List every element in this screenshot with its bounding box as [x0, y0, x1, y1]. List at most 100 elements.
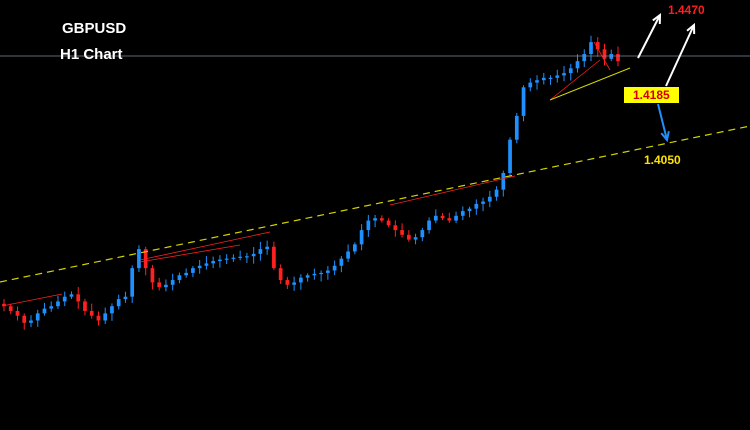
candle	[508, 137, 512, 176]
candle	[62, 291, 67, 307]
candle	[555, 69, 560, 83]
candle-body	[555, 75, 560, 78]
candle	[400, 223, 404, 238]
symbol-title: GBPUSD	[62, 20, 127, 37]
candle-body	[8, 306, 13, 311]
candle	[406, 230, 411, 242]
candle-body	[110, 306, 114, 314]
candle	[379, 215, 384, 223]
candle-body	[312, 273, 317, 276]
candle-body	[420, 230, 425, 238]
candle-body	[454, 215, 458, 221]
candle-body	[460, 211, 465, 216]
candle	[609, 49, 614, 62]
candle-body	[481, 201, 485, 204]
candle	[211, 256, 216, 269]
candle-body	[164, 284, 168, 288]
candle	[56, 295, 60, 310]
candle-body	[568, 68, 573, 74]
candle-body	[49, 306, 54, 309]
arrow-shaft	[657, 103, 668, 141]
candle-body	[157, 282, 162, 288]
candle	[69, 291, 74, 299]
candle	[15, 306, 20, 321]
candle	[278, 264, 283, 284]
candle-body	[170, 280, 175, 285]
candle	[562, 65, 566, 82]
chart-overlays	[0, 12, 750, 307]
candle-body	[447, 218, 452, 221]
candle	[29, 315, 33, 328]
candle	[575, 54, 580, 73]
candle	[602, 43, 607, 66]
candle	[589, 35, 593, 62]
current-price-badge: 1.4185	[624, 87, 679, 103]
candle-body	[346, 251, 350, 259]
red-trendline	[549, 59, 601, 101]
candle	[285, 276, 290, 289]
candle	[170, 273, 175, 291]
candle-body	[69, 294, 74, 297]
candle	[89, 303, 94, 319]
candle-body	[609, 54, 614, 59]
candle-body	[319, 272, 323, 275]
candle-body	[595, 42, 600, 50]
candle	[535, 75, 539, 90]
candle-body	[379, 218, 384, 221]
red-trendline	[389, 175, 516, 206]
candle-body	[562, 73, 566, 76]
candle	[204, 256, 209, 270]
candle	[420, 227, 425, 242]
candle	[568, 63, 573, 81]
candle-body	[62, 296, 67, 302]
arrow-head	[660, 130, 670, 143]
candle-body	[467, 208, 472, 212]
candle-body	[272, 246, 276, 269]
candle-body	[245, 256, 249, 258]
candle	[224, 254, 229, 264]
candle	[251, 247, 256, 264]
candle-body	[89, 310, 94, 316]
candle-body	[326, 270, 330, 273]
candle-body	[433, 215, 438, 221]
candle	[238, 250, 243, 261]
candle-body	[224, 258, 229, 260]
candle-body	[548, 77, 553, 80]
candle	[184, 268, 189, 278]
candle-body	[238, 256, 243, 258]
red-trendline	[139, 231, 271, 261]
candle-body	[393, 225, 398, 231]
candle	[427, 217, 431, 234]
candle	[83, 298, 87, 316]
timeframe-title: H1 Chart	[60, 46, 123, 63]
candle	[35, 309, 40, 327]
candle-body	[501, 172, 506, 190]
candle	[514, 112, 519, 144]
red-trendline	[1, 293, 63, 307]
candle	[433, 209, 438, 224]
candle	[481, 197, 485, 212]
red-trendline	[593, 41, 611, 71]
target-level-label: 1.4470	[668, 3, 705, 17]
candle-body	[123, 296, 128, 300]
candle-body	[29, 320, 33, 323]
candle-body	[184, 272, 189, 276]
candle	[332, 260, 337, 276]
candle-body	[494, 189, 499, 197]
candle	[319, 270, 323, 282]
candle	[447, 212, 452, 223]
candle	[123, 291, 128, 303]
candle-body	[56, 301, 60, 307]
candle-body	[366, 220, 371, 231]
candle-body	[258, 249, 263, 254]
candle-body	[582, 54, 587, 62]
candle-body	[218, 259, 222, 262]
candle	[467, 206, 472, 218]
arrow-head	[652, 12, 662, 25]
candle-body	[103, 313, 108, 321]
candle-body	[278, 268, 283, 281]
candle	[258, 241, 263, 261]
candle	[299, 274, 303, 290]
candle	[137, 245, 141, 273]
